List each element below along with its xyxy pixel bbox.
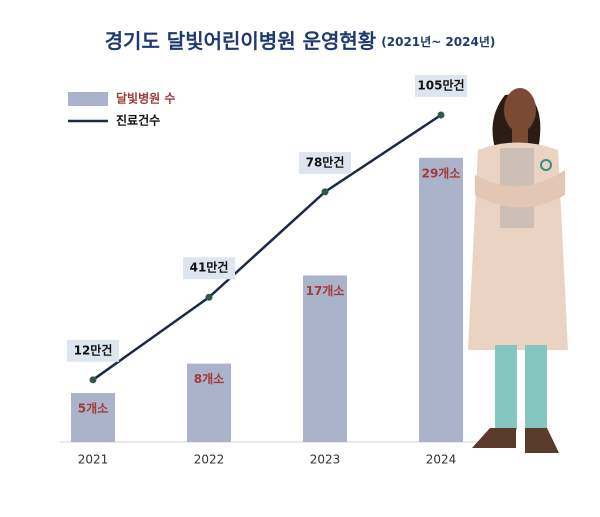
x-tick-label: 2023 (310, 453, 341, 467)
line-value-label: 12만건 (74, 342, 113, 357)
line-point (205, 293, 213, 301)
chart-subtitle: (2021년~ 2024년) (381, 35, 495, 49)
legend-label: 진료건수 (116, 113, 160, 128)
line-value-label: 41만건 (190, 260, 229, 275)
value-label-box (299, 151, 351, 174)
doctor-illustration (468, 88, 568, 453)
line (92, 113, 442, 381)
bar-value-label: 29개소 (422, 166, 461, 180)
chart-title: 경기도 달빛어린이병원 운영현황 (105, 29, 377, 53)
line-point (437, 111, 445, 119)
x-tick-label: 2021 (78, 453, 109, 467)
bar (187, 363, 231, 442)
line-value-label: 78만건 (306, 154, 345, 169)
legend-label: 달빛병원 수 (116, 91, 175, 106)
legend-bar-swatch (68, 92, 108, 106)
line-point (321, 188, 329, 196)
bar-value-label: 17개소 (306, 284, 345, 298)
line-value-label: 105만건 (417, 78, 464, 93)
bar-value-label: 8개소 (194, 372, 224, 386)
chart-title-group: 경기도 달빛어린이병원 운영현황 (2021년~ 2024년) (105, 29, 496, 53)
value-label-box (183, 257, 235, 280)
line-point (89, 376, 97, 384)
x-tick-label: 2024 (426, 453, 457, 467)
bar (71, 393, 115, 442)
bar-value-label: 5개소 (78, 402, 108, 416)
x-tick-label: 2022 (194, 453, 225, 467)
bar (303, 275, 347, 442)
bar (419, 157, 463, 443)
value-label-box (415, 75, 467, 97)
value-label-box (67, 339, 119, 362)
